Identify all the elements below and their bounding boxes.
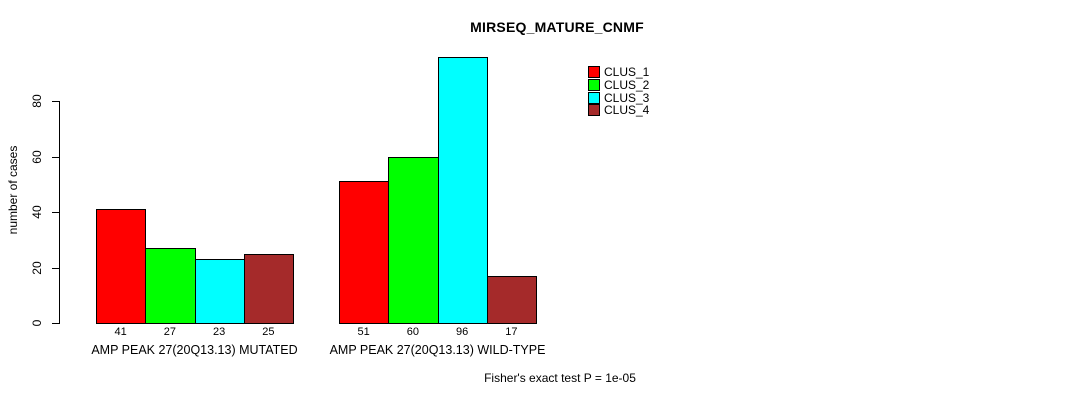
x-category-label: AMP PEAK 27(20Q13.13) WILD-TYPE [329, 343, 546, 357]
bar-clus_3-group2 [437, 56, 488, 324]
legend-item-clus_2: CLUS_2 [588, 79, 649, 92]
legend-label: CLUS_3 [604, 90, 650, 105]
legend-label: CLUS_1 [604, 65, 650, 80]
y-tick [52, 212, 59, 213]
bar-clus_4-group1 [243, 253, 294, 324]
legend-label: CLUS_2 [604, 78, 650, 93]
bar-value-label: 51 [357, 326, 370, 338]
legend-swatch-icon [588, 104, 600, 117]
legend-item-clus_1: CLUS_1 [588, 66, 649, 79]
legend-swatch-icon [588, 66, 600, 79]
y-tick-label: 0 [30, 319, 44, 327]
bar-value-label: 17 [505, 326, 518, 338]
bar-value-label: 41 [114, 326, 127, 338]
y-tick-label: 80 [30, 94, 44, 108]
bar-value-label: 27 [163, 326, 176, 338]
legend: CLUS_1 CLUS_2 CLUS_3 CLUS_4 [588, 66, 649, 117]
bar-clus_2-group1 [145, 248, 196, 324]
y-tick-label: 60 [30, 149, 44, 164]
y-tick [52, 156, 59, 158]
bar-clus_3-group1 [194, 259, 245, 324]
legend-label: CLUS_4 [604, 103, 650, 118]
y-axis-label: number of cases [6, 145, 20, 235]
bar-value-label: 60 [406, 326, 419, 338]
y-tick-label: 20 [30, 260, 44, 275]
y-tick [52, 323, 59, 324]
x-category-label: AMP PEAK 27(20Q13.13) MUTATED [91, 343, 298, 357]
legend-swatch-icon [588, 79, 600, 92]
bar-value-label: 25 [262, 326, 275, 338]
y-tick [52, 101, 59, 102]
y-axis [59, 101, 60, 324]
y-tick-label: 40 [30, 205, 44, 219]
bar-clus_1-group1 [96, 209, 147, 324]
legend-swatch-icon [588, 91, 600, 104]
legend-item-clus_4: CLUS_4 [588, 104, 649, 117]
chart-title: MIRSEQ_MATURE_CNMF [470, 19, 644, 35]
bar-clus_4-group2 [486, 275, 537, 324]
bar-clus_1-group2 [339, 181, 390, 324]
bar-value-label: 23 [213, 326, 226, 338]
fisher-test-note: Fisher's exact test P = 1e-05 [484, 371, 636, 385]
y-tick [52, 267, 59, 269]
bar-value-label: 96 [456, 326, 469, 338]
legend-item-clus_3: CLUS_3 [588, 91, 649, 104]
bar-clus_2-group2 [388, 156, 439, 324]
